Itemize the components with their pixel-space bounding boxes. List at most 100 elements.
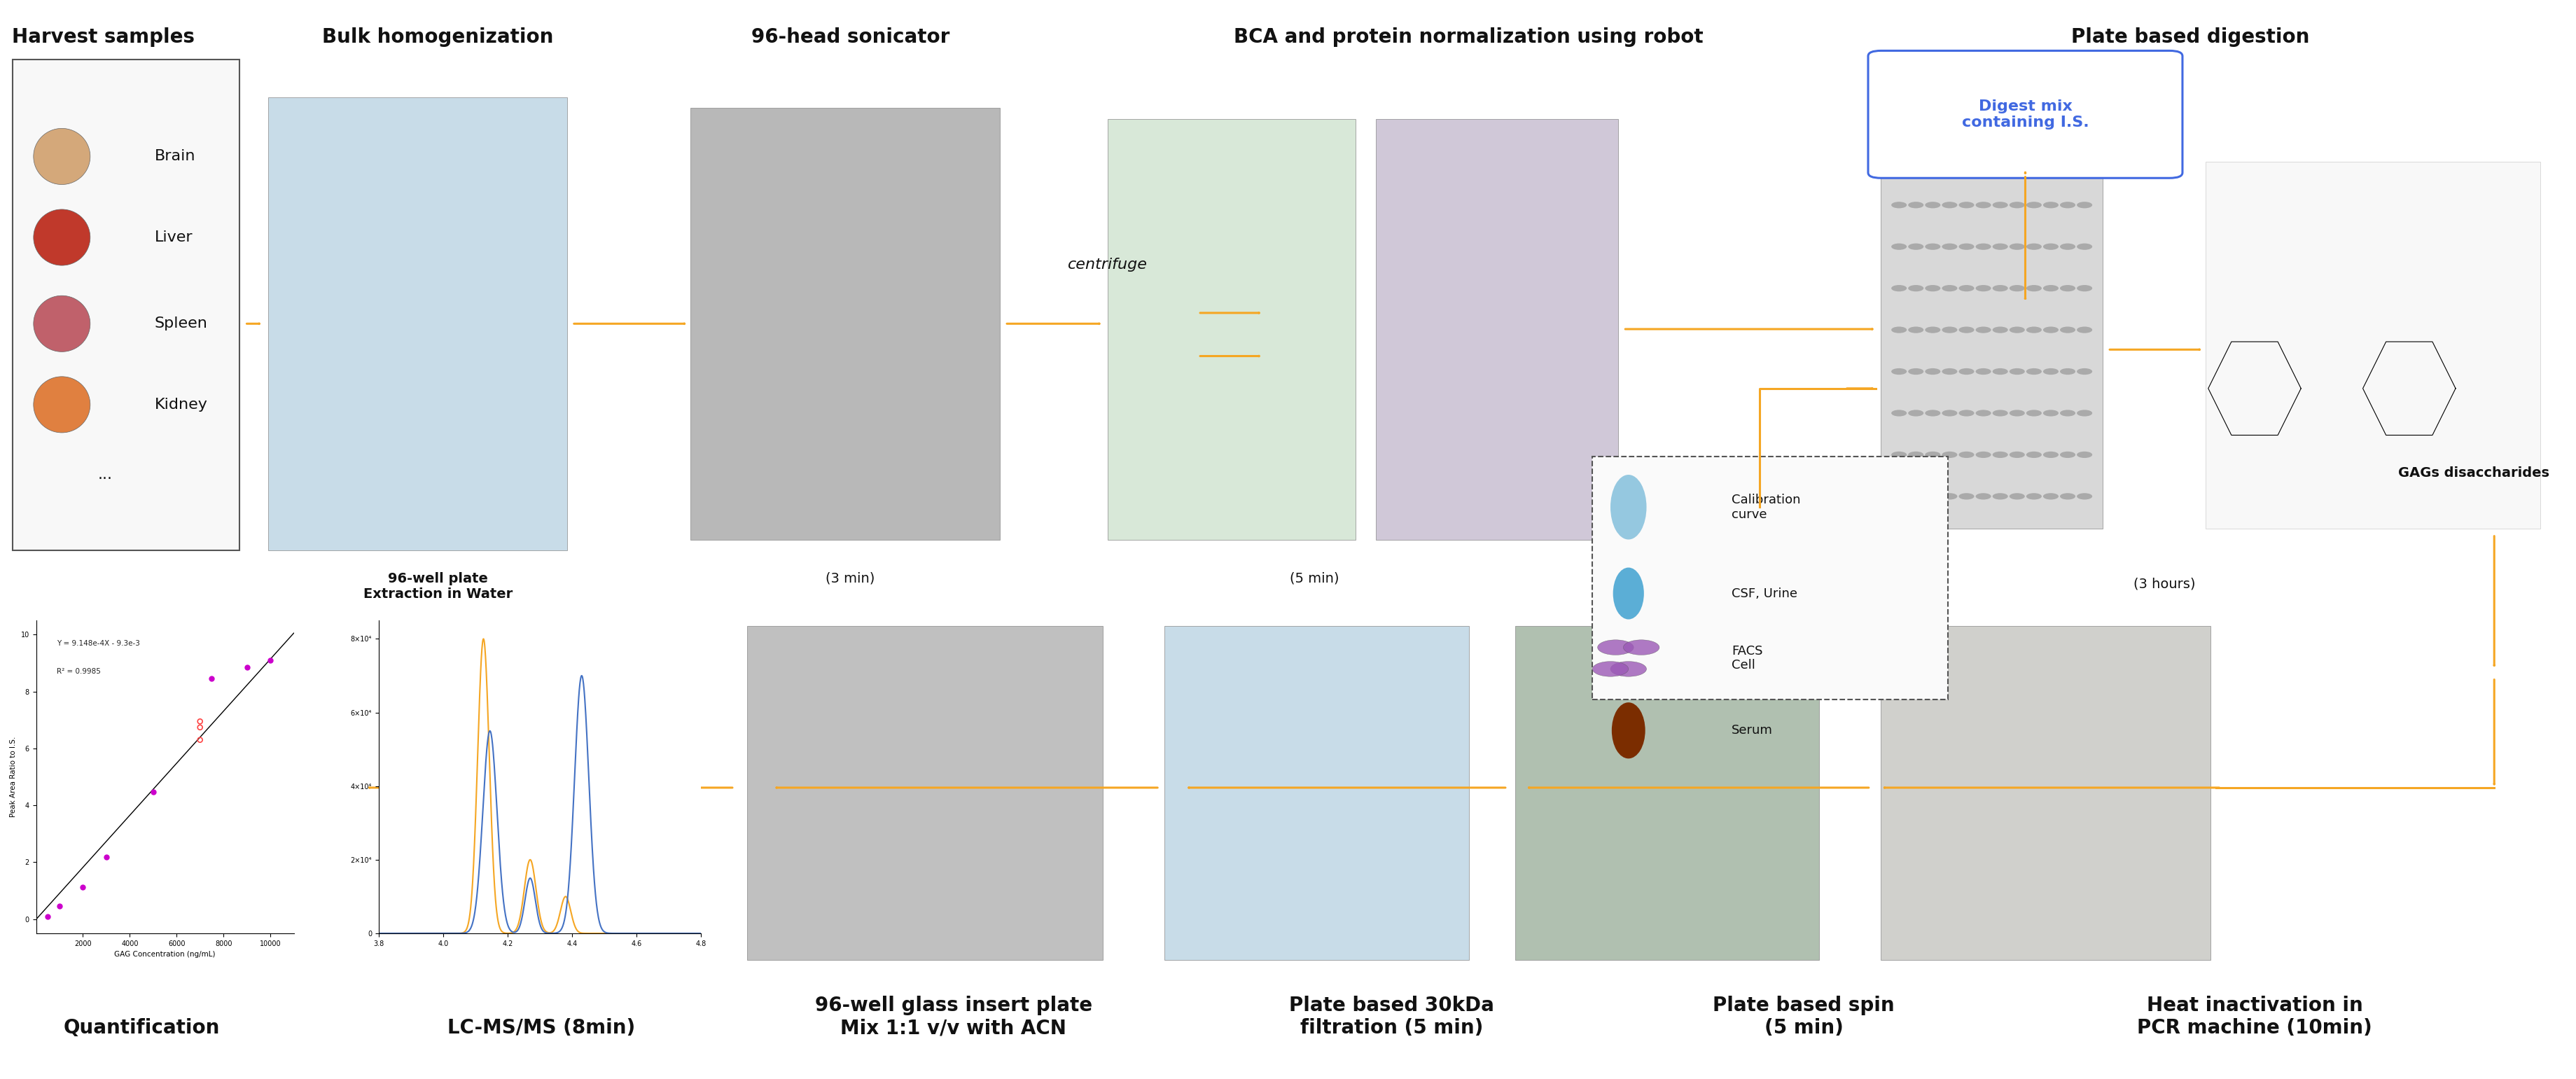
Ellipse shape	[1610, 475, 1646, 540]
Circle shape	[1909, 202, 1924, 208]
Circle shape	[1891, 410, 1906, 416]
Circle shape	[2043, 451, 2058, 457]
Circle shape	[2058, 202, 2074, 208]
Text: Harvest samples: Harvest samples	[13, 27, 193, 46]
Circle shape	[1942, 202, 1958, 208]
Circle shape	[1909, 368, 1924, 374]
Circle shape	[1976, 368, 1991, 374]
Bar	[1376, 119, 1618, 540]
Point	[39, 898, 80, 915]
Bar	[1164, 626, 1468, 960]
Circle shape	[1942, 410, 1958, 416]
Text: (5 min): (5 min)	[1288, 572, 1340, 585]
Text: Liver: Liver	[155, 231, 193, 244]
Circle shape	[1924, 410, 1940, 416]
Text: Kidney: Kidney	[155, 398, 209, 411]
Circle shape	[2076, 493, 2092, 500]
Bar	[2205, 162, 2540, 529]
Circle shape	[2009, 327, 2025, 333]
Circle shape	[2043, 202, 2058, 208]
Circle shape	[2009, 202, 2025, 208]
Text: Brain: Brain	[155, 150, 196, 163]
Circle shape	[1991, 493, 2007, 500]
Point	[191, 670, 232, 687]
Text: Y = 9.148e-4X - 9.3e-3: Y = 9.148e-4X - 9.3e-3	[57, 640, 139, 646]
Circle shape	[1909, 285, 1924, 291]
Circle shape	[2058, 368, 2074, 374]
Bar	[13, 59, 240, 550]
Circle shape	[1958, 285, 1973, 291]
Circle shape	[1610, 661, 1646, 677]
Point	[28, 907, 70, 925]
Circle shape	[1924, 285, 1940, 291]
Circle shape	[2058, 410, 2074, 416]
Circle shape	[1976, 451, 1991, 457]
Ellipse shape	[33, 377, 90, 433]
Circle shape	[1909, 327, 1924, 333]
Circle shape	[2025, 285, 2040, 291]
Circle shape	[2058, 451, 2074, 457]
Point	[180, 713, 222, 730]
Circle shape	[2025, 410, 2040, 416]
Circle shape	[2058, 244, 2074, 250]
Circle shape	[2025, 202, 2040, 208]
Point	[180, 719, 222, 736]
Circle shape	[2076, 202, 2092, 208]
Circle shape	[2009, 493, 2025, 500]
Circle shape	[1958, 244, 1973, 250]
Point	[227, 658, 268, 675]
Circle shape	[2058, 285, 2074, 291]
Text: Heat inactivation in
PCR machine (10min): Heat inactivation in PCR machine (10min)	[2136, 996, 2372, 1038]
Ellipse shape	[33, 209, 90, 265]
Text: ...: ...	[98, 468, 113, 481]
Circle shape	[1942, 493, 1958, 500]
Circle shape	[1909, 410, 1924, 416]
Circle shape	[1976, 410, 1991, 416]
Bar	[268, 97, 567, 550]
Circle shape	[1976, 244, 1991, 250]
Circle shape	[2043, 244, 2058, 250]
Bar	[1880, 626, 2210, 960]
Circle shape	[1942, 244, 1958, 250]
Circle shape	[2043, 493, 2058, 500]
Bar	[690, 108, 999, 540]
Text: (3 min): (3 min)	[824, 572, 876, 585]
Bar	[1592, 456, 1947, 699]
Circle shape	[1924, 327, 1940, 333]
Point	[131, 783, 173, 801]
Text: FACS
Cell: FACS Cell	[1731, 644, 1762, 672]
Text: Plate based 30kDa
filtration (5 min): Plate based 30kDa filtration (5 min)	[1288, 996, 1494, 1038]
Ellipse shape	[1613, 568, 1643, 619]
Text: centrifuge: centrifuge	[1069, 258, 1146, 271]
Text: (3 hours): (3 hours)	[2133, 577, 2195, 590]
Text: 96-head sonicator: 96-head sonicator	[750, 27, 951, 46]
Circle shape	[2058, 493, 2074, 500]
Circle shape	[1991, 327, 2007, 333]
Circle shape	[2076, 451, 2092, 457]
Circle shape	[1991, 285, 2007, 291]
Circle shape	[2025, 244, 2040, 250]
Point	[180, 732, 222, 749]
Circle shape	[1942, 327, 1958, 333]
Text: 96-well glass insert plate
Mix 1:1 v/v with ACN: 96-well glass insert plate Mix 1:1 v/v w…	[814, 996, 1092, 1038]
Circle shape	[1958, 202, 1973, 208]
Text: Spleen: Spleen	[155, 317, 209, 330]
Circle shape	[1991, 368, 2007, 374]
X-axis label: GAG Concentration (ng/mL): GAG Concentration (ng/mL)	[113, 951, 216, 958]
Circle shape	[1909, 244, 1924, 250]
Circle shape	[1924, 368, 1940, 374]
Circle shape	[2076, 285, 2092, 291]
Circle shape	[2025, 327, 2040, 333]
Ellipse shape	[33, 128, 90, 185]
Text: Digest mix
containing I.S.: Digest mix containing I.S.	[1960, 99, 2089, 129]
Circle shape	[2009, 368, 2025, 374]
Text: GAGs disaccharides: GAGs disaccharides	[2398, 466, 2548, 479]
Circle shape	[1976, 493, 1991, 500]
Circle shape	[1597, 640, 1633, 655]
Bar	[1108, 119, 1355, 540]
Text: R² = 0.9985: R² = 0.9985	[57, 668, 100, 675]
Circle shape	[1891, 368, 1906, 374]
Circle shape	[2009, 244, 2025, 250]
Circle shape	[2076, 410, 2092, 416]
Circle shape	[1976, 285, 1991, 291]
